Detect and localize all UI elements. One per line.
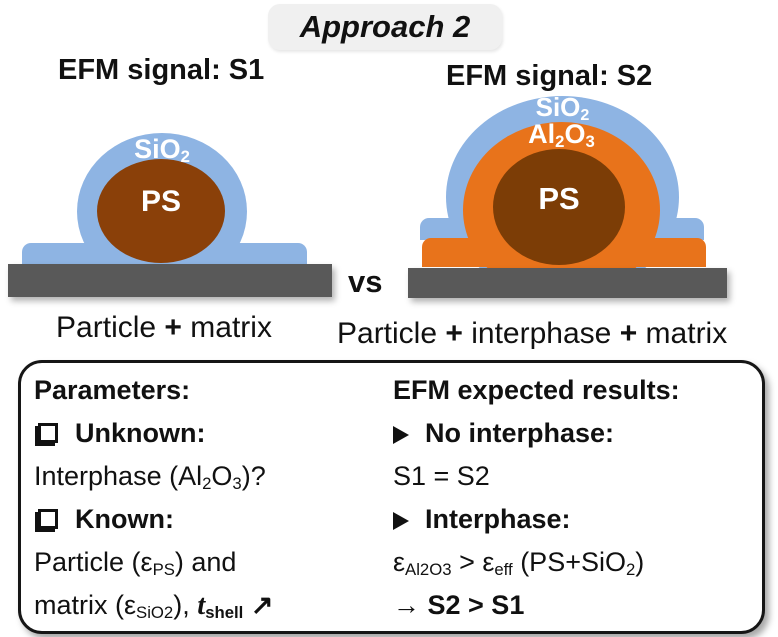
no-interphase-label: No interphase: <box>425 418 615 448</box>
checkbox-icon <box>38 509 58 529</box>
known-value-line2: matrix (εSiO2), tshell ↗ <box>34 584 273 627</box>
right-al2o3-s2: 3 <box>585 131 595 151</box>
checkbox-icon <box>38 423 58 443</box>
left-substrate-bar <box>8 264 332 297</box>
interphase-label: Interphase: <box>425 504 571 534</box>
right-al2o3-label: Al2O3 <box>463 119 660 151</box>
left-sio2-label-base: SiO <box>134 134 181 164</box>
interphase-equation-line: εAl2O3 > εeff (PS+SiO2) <box>393 541 680 584</box>
unknown-bullet-label: Unknown: <box>75 418 206 448</box>
title-badge: Approach 2 <box>268 4 502 50</box>
left-sio2-label: SiO2 <box>77 134 247 166</box>
efm-signal-s2-heading: EFM signal: S2 <box>446 60 653 92</box>
eq-sub3: 2 <box>625 559 636 579</box>
known-value-line1: Particle (εPS) and <box>34 541 273 584</box>
unknown-b: O <box>211 461 233 491</box>
eq-b: > ε <box>451 547 495 577</box>
unknown-a: Interphase (Al <box>34 461 203 491</box>
efm-signal-s1-heading: EFM signal: S1 <box>58 54 265 86</box>
t-shell-symbol: t <box>197 589 206 621</box>
unknown-c: )? <box>241 461 266 491</box>
right-arrow-icon: → <box>393 590 428 620</box>
known1-sub: PS <box>152 559 175 579</box>
arrowhead-icon <box>393 426 409 444</box>
results-heading: EFM expected results: <box>393 375 680 405</box>
left-caption-p1: Particle <box>56 311 165 344</box>
no-interphase-value: S1 = S2 <box>393 461 490 491</box>
no-interphase-bullet-line: No interphase: <box>393 412 680 455</box>
t-shell-sub: shell <box>205 602 244 622</box>
right-caption-p2: interphase <box>462 317 620 350</box>
conclusion-text: S2 > S1 <box>427 590 525 620</box>
left-sio2-label-sub: 2 <box>180 146 190 166</box>
right-caption-p3: matrix <box>637 317 728 350</box>
interphase-bullet-line: Interphase: <box>393 498 680 541</box>
eq-a: ε <box>393 547 406 577</box>
right-ps-particle <box>493 149 625 265</box>
conclusion-line: → S2 > S1 <box>393 584 680 627</box>
right-al2o3-b: O <box>564 119 586 149</box>
eq-sub1: Al2O3 <box>405 559 452 579</box>
right-caption: Particle + interphase + matrix <box>337 317 727 351</box>
up-right-arrow-icon: ↗ <box>243 590 274 620</box>
unknown-value-line: Interphase (Al2O3)? <box>34 455 273 498</box>
known-bullet-label: Known: <box>75 504 174 534</box>
eq-c: (PS+SiO <box>512 547 626 577</box>
unknown-bullet-line: Unknown: <box>34 412 273 455</box>
right-caption-plus2: + <box>619 317 638 350</box>
page-title: Approach 2 <box>299 9 471 44</box>
known2-sub1: SiO2 <box>136 602 174 622</box>
arrowhead-icon <box>393 512 409 530</box>
parameters-heading: Parameters: <box>34 375 191 405</box>
known2-b: ), <box>173 590 198 620</box>
parameters-results-box: Parameters: Unknown: Interphase (Al2O3)?… <box>18 360 765 634</box>
right-al2o3-s1: 2 <box>555 131 565 151</box>
right-sio2-label: SiO2 <box>446 92 679 124</box>
known1-b: ) and <box>174 547 237 577</box>
right-sio2-label-base: SiO <box>535 92 581 122</box>
known1-a: Particle (ε <box>34 547 153 577</box>
eq-d: ) <box>635 547 645 577</box>
parameters-column: Parameters: Unknown: Interphase (Al2O3)?… <box>34 369 273 627</box>
eq-sub2: eff <box>494 559 513 579</box>
left-caption-p2: matrix <box>181 311 272 344</box>
right-al2o3-a: Al <box>528 119 556 149</box>
left-ps-particle <box>97 159 225 263</box>
right-substrate-bar <box>408 268 727 298</box>
left-caption-plus: + <box>164 311 182 344</box>
unknown-sub2: 3 <box>232 473 242 493</box>
right-ps-label: PS <box>538 181 580 216</box>
left-caption: Particle + matrix <box>28 311 300 345</box>
left-ps-label: PS <box>140 185 182 218</box>
results-column: EFM expected results: No interphase: S1 … <box>393 369 680 627</box>
right-caption-p1: Particle <box>337 317 446 350</box>
right-sio2-label-sub: 2 <box>580 105 590 124</box>
known-bullet-line: Known: <box>34 498 273 541</box>
unknown-sub1: 2 <box>202 473 212 493</box>
vs-label: vs <box>348 264 383 299</box>
right-caption-plus1: + <box>445 317 463 350</box>
known2-a: matrix (ε <box>34 590 137 620</box>
